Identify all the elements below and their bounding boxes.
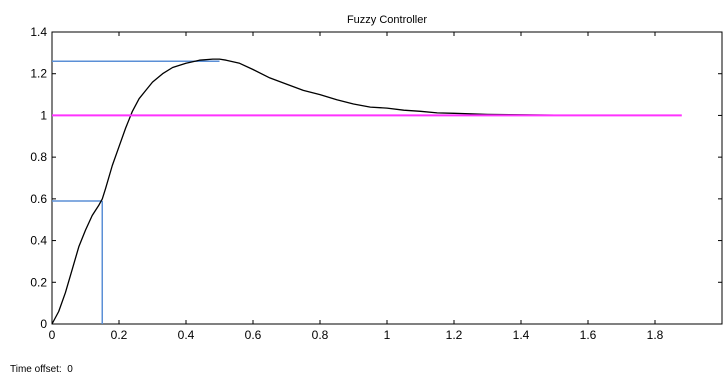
y-tick-label: 1.4 — [30, 25, 47, 39]
x-tick-label: 0.8 — [312, 328, 329, 342]
x-tick-label: 0.6 — [245, 328, 262, 342]
ticks: 0 0.2 0.4 0.6 0.8 1 1.2 1.4 1.6 1.8 0 0.2 0.4 0.6 0.8 1… — [30, 25, 722, 342]
x-tick-label: 1 — [384, 328, 391, 342]
axes — [51, 31, 723, 325]
y-tick-label: 0.8 — [30, 150, 47, 164]
y-tick-label: 0.4 — [30, 234, 47, 248]
x-tick-label: 0.2 — [111, 328, 128, 342]
y-tick-label: 0.2 — [30, 275, 47, 289]
x-tick-label: 0.4 — [178, 328, 195, 342]
chart-title: Fuzzy Controller — [347, 14, 427, 26]
y-tick-label: 0.6 — [30, 192, 47, 206]
marks — [51, 58, 682, 325]
x-tick-label: 0 — [49, 328, 56, 342]
y-tick-label: 1 — [40, 108, 47, 122]
series-response — [51, 58, 629, 325]
x-tick-label: 1.4 — [513, 328, 530, 342]
x-tick-label: 1.6 — [580, 328, 597, 342]
time-offset-value: 0 — [67, 364, 73, 375]
time-offset-label: Time offset: — [10, 364, 62, 375]
x-tick-label: 1.8 — [647, 328, 664, 342]
x-tick-label: 1.2 — [446, 328, 463, 342]
y-tick-label: 1.2 — [30, 67, 47, 81]
time-offset: Time offset: 0 — [10, 364, 73, 375]
y-tick-label: 0 — [40, 317, 47, 331]
plot-frame — [51, 31, 723, 325]
chart: Fuzzy Controller 0 0.2 0.4 0.6 0.8 1 1.2 1.4 1.6… — [30, 14, 723, 342]
